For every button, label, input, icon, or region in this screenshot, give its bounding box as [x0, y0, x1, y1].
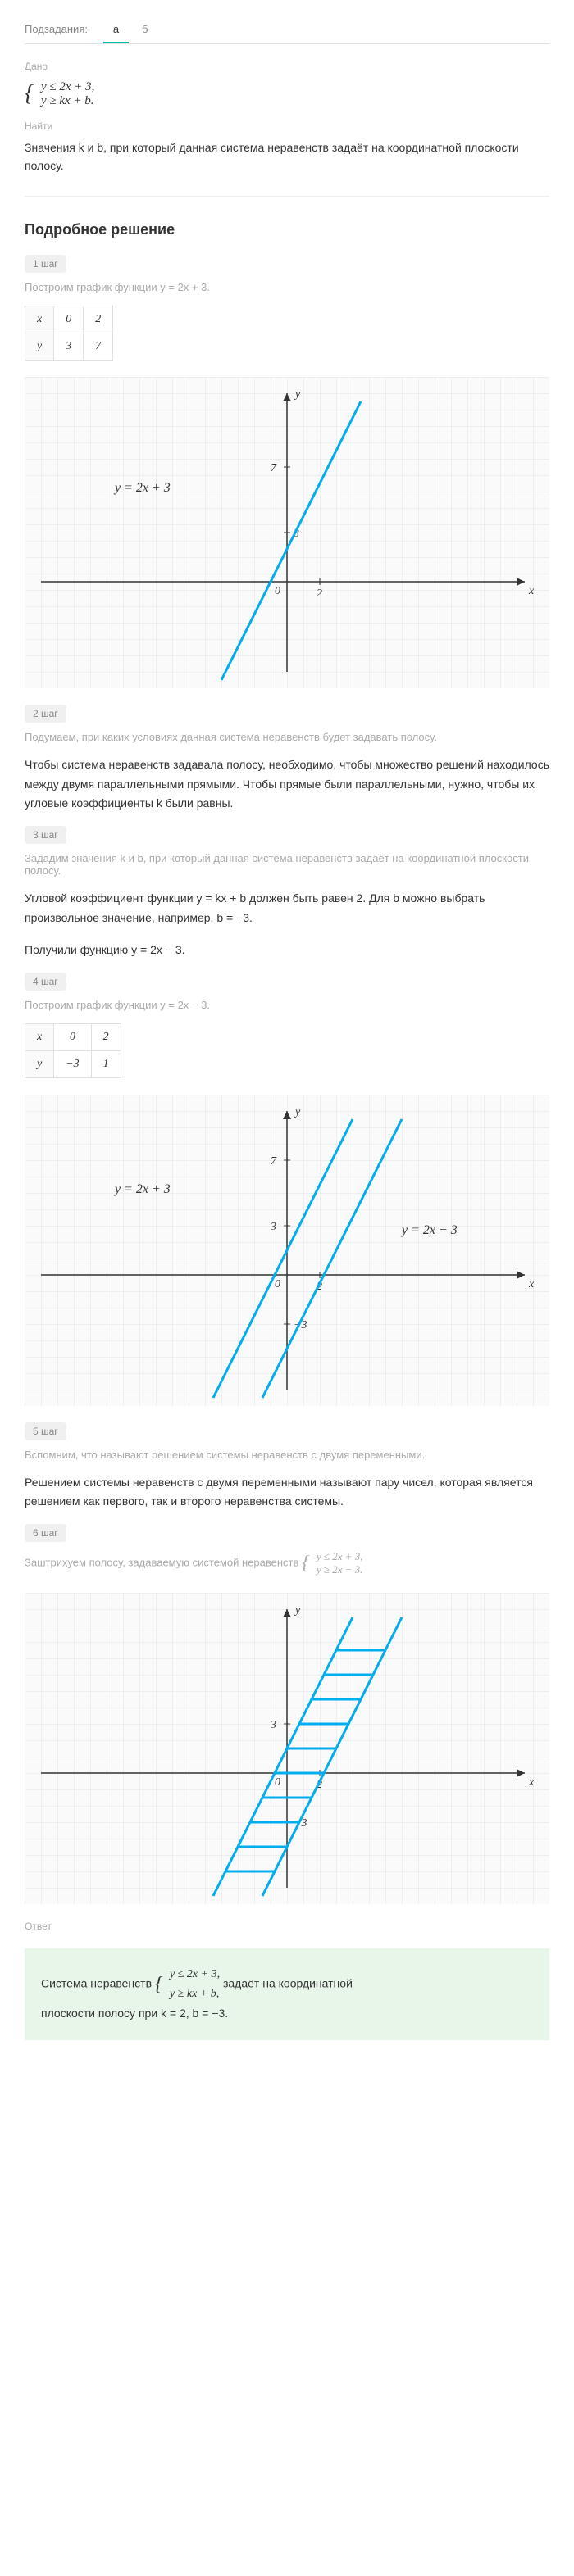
- tick-y7: 7: [271, 1155, 277, 1168]
- step5-badge: 5 шаг: [25, 1422, 66, 1440]
- y-axis-label: y: [294, 388, 301, 401]
- given-section: Дано { y ≤ 2x + 3, y ≥ kx + b. Найти Зна…: [25, 61, 549, 175]
- table-cell: 1: [91, 1050, 121, 1077]
- step4-table: x 0 2 y −3 1: [25, 1023, 121, 1078]
- x-axis-label: x: [528, 1278, 535, 1290]
- step4-badge: 4 шаг: [25, 973, 66, 991]
- s6-sys-line2: y ≥ 2x − 3.: [317, 1563, 363, 1576]
- table-cell: 2: [91, 1023, 121, 1050]
- table-cell: 2: [84, 306, 113, 333]
- given-label: Дано: [25, 61, 549, 72]
- given-system: { y ≤ 2x + 3, y ≥ kx + b.: [25, 80, 549, 108]
- system-line2: y ≥ kx + b.: [41, 94, 94, 108]
- step3-badge: 3 шаг: [25, 826, 66, 844]
- step-4: 4 шаг Построим график функции y = 2x − 3…: [25, 973, 549, 1078]
- step6-prefix: Заштрихуем полосу, задаваемую системой н…: [25, 1557, 298, 1569]
- step-5: 5 шаг Вспомним, что называют решением си…: [25, 1422, 549, 1512]
- step1-table: x 0 2 y 3 7: [25, 306, 113, 361]
- y-axis-label: y: [294, 1604, 301, 1617]
- ans-sys-line2: y ≥ kx + b,: [170, 1984, 220, 2004]
- system-line1: y ≤ 2x + 3,: [41, 80, 94, 94]
- tab-a[interactable]: а: [103, 16, 129, 43]
- tabs-label: Подзадания:: [25, 23, 88, 35]
- tick-y7: 7: [271, 462, 277, 474]
- table-cell: 0: [54, 306, 84, 333]
- graph-2: x y 0 2 3 7 −3 y = 2x + 3 y = 2x − 3: [25, 1095, 549, 1406]
- graph1-eq: y = 2x + 3: [113, 481, 171, 495]
- tick-y3: 3: [270, 1221, 276, 1233]
- answer-line2: плоскости полосу при k = 2, b = −3.: [41, 2004, 533, 2024]
- step-3: 3 шаг Зададим значения k и b, при которы…: [25, 826, 549, 959]
- step1-badge: 1 шаг: [25, 255, 66, 273]
- table-x-label: x: [25, 306, 54, 333]
- divider: [25, 196, 549, 197]
- table-cell: −3: [54, 1050, 91, 1077]
- table-x-label: x: [25, 1023, 54, 1050]
- answer-label: Ответ: [25, 1921, 549, 1932]
- step6-desc: Заштрихуем полосу, задаваемую системой н…: [25, 1550, 549, 1576]
- table-cell: 3: [54, 333, 84, 360]
- solution-title: Подробное решение: [25, 221, 549, 238]
- table-y-label: y: [25, 1050, 54, 1077]
- step4-desc: Построим график функции y = 2x − 3.: [25, 999, 549, 1011]
- step2-desc: Подумаем, при каких условиях данная сист…: [25, 731, 549, 743]
- y-axis-label: y: [294, 1106, 301, 1118]
- origin-label: 0: [275, 1278, 280, 1290]
- step6-badge: 6 шаг: [25, 1524, 66, 1542]
- tab-b[interactable]: б: [132, 16, 157, 42]
- table-cell: 7: [84, 333, 113, 360]
- x-axis-label: x: [528, 585, 535, 597]
- step5-desc: Вспомним, что называют решением системы …: [25, 1449, 549, 1461]
- graph-1: x y 0 2 3 7 y = 2x + 3: [25, 377, 549, 688]
- s6-sys-line1: y ≤ 2x + 3,: [317, 1550, 363, 1563]
- step-2: 2 шаг Подумаем, при каких условиях данна…: [25, 705, 549, 814]
- graph-3: x y 0 2 3 −3: [25, 1593, 549, 1904]
- answer-prefix: Система неравенств: [41, 1977, 152, 1990]
- answer-suffix: задаёт на координатной: [223, 1977, 353, 1990]
- tick-y3: 3: [270, 1719, 276, 1731]
- graph2-eq1: y = 2x + 3: [113, 1182, 171, 1196]
- answer-box: Система неравенств { y ≤ 2x + 3, y ≥ kx …: [25, 1948, 549, 2039]
- step3-text2: Получили функцию y = 2x − 3.: [25, 941, 549, 960]
- graph2-eq2: y = 2x − 3: [400, 1223, 458, 1237]
- table-y-label: y: [25, 333, 54, 360]
- origin-label: 0: [275, 585, 280, 597]
- x-axis-label: x: [528, 1776, 535, 1789]
- step-1: 1 шаг Построим график функции y = 2x + 3…: [25, 255, 549, 361]
- table-cell: 0: [54, 1023, 91, 1050]
- origin-label: 0: [275, 1776, 280, 1789]
- step-6: 6 шаг Заштрихуем полосу, задаваемую сист…: [25, 1524, 549, 1576]
- find-label: Найти: [25, 120, 549, 132]
- find-text: Значения k и b, при который данная систе…: [25, 138, 549, 175]
- step3-text1: Угловой коэффициент функции y = kx + b д…: [25, 889, 549, 928]
- step2-text: Чтобы система неравенств задавала полосу…: [25, 755, 549, 814]
- step1-desc: Построим график функции y = 2x + 3.: [25, 281, 549, 293]
- ans-sys-line1: y ≤ 2x + 3,: [170, 1965, 220, 1984]
- subtask-tabs: Подзадания: а б: [25, 16, 549, 44]
- tick-x2: 2: [317, 587, 322, 600]
- step3-desc: Зададим значения k и b, при который данн…: [25, 852, 549, 877]
- step5-text: Решением системы неравенств с двумя пере…: [25, 1473, 549, 1512]
- step2-badge: 2 шаг: [25, 705, 66, 723]
